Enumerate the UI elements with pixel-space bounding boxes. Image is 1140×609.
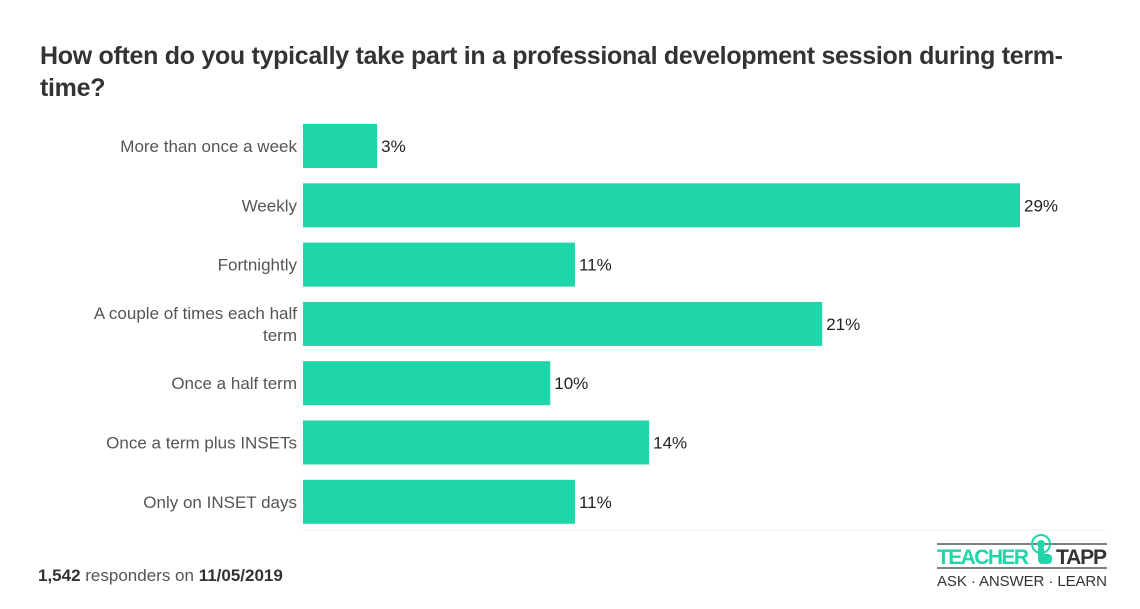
category-label: Once a term plus INSETs xyxy=(106,434,297,453)
bar xyxy=(303,479,575,524)
category-label: A couple of times each half term xyxy=(94,304,297,345)
category-label: Once a half term xyxy=(171,374,297,393)
value-label: 3% xyxy=(381,137,406,156)
category-label: Fortnightly xyxy=(218,256,298,275)
value-label: 21% xyxy=(826,315,860,334)
bar xyxy=(303,420,650,465)
bar xyxy=(303,242,575,287)
category-label: More than once a week xyxy=(120,137,297,156)
value-label: 10% xyxy=(554,374,588,393)
responder-count: 1,542 xyxy=(38,566,81,585)
responders-footer: 1,542 responders on 11/05/2019 xyxy=(38,566,283,586)
logo-tagline: ASK · ANSWER · LEARN xyxy=(937,573,1107,590)
tap-hand-icon xyxy=(1031,534,1052,564)
value-label: 11% xyxy=(579,256,612,275)
bar xyxy=(303,301,823,346)
value-label: 14% xyxy=(653,434,687,453)
survey-date: 11/05/2019 xyxy=(198,566,283,585)
footer-text: responders on xyxy=(80,566,199,585)
logo-word-tapp: TAPP xyxy=(1056,546,1107,569)
value-label: 11% xyxy=(579,493,612,512)
teacher-tapp-logo: TEACHER TAPP ASK · ANSWER · LEARN xyxy=(937,534,1107,590)
category-label: Only on INSET days xyxy=(143,493,297,512)
chart-title: How often do you typically take part in … xyxy=(40,42,1063,102)
value-label: 29% xyxy=(1024,196,1058,215)
bar xyxy=(303,124,378,168)
bar xyxy=(303,183,1020,228)
bar-chart: 3% More than once a week 29% Weekly 11% Fortn… xyxy=(94,124,1105,531)
logo-word-teacher: TEACHER xyxy=(937,546,1029,569)
category-label: Weekly xyxy=(242,196,298,215)
bar xyxy=(303,361,551,406)
